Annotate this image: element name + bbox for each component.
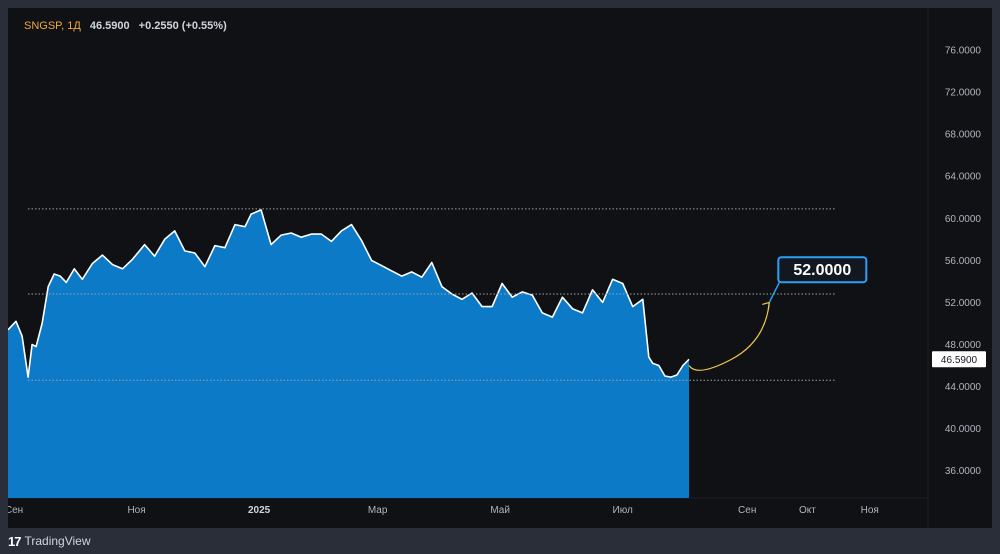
current-price-box: [932, 351, 986, 368]
tradingview-logo-icon: 17: [8, 533, 22, 549]
target-callout-box: [777, 256, 868, 284]
y-tick-label: 36.0000: [945, 466, 982, 477]
symbol-header: SNGSP, 1Д 46.5900 +0.2550 (+0.55%): [24, 20, 227, 32]
y-tick-label: 48.0000: [945, 340, 982, 351]
x-tick-label: 2025: [248, 505, 271, 516]
x-tick-label: Мар: [368, 505, 388, 516]
y-tick-label: 44.0000: [945, 382, 982, 393]
tradingview-brand-name: TradingView: [24, 534, 91, 548]
chart-panel[interactable]: 36.0000 40.0000 44.0000 48.0000 52.0000 56.00…: [8, 8, 992, 528]
symbol-label: SNGSP, 1Д: [24, 20, 81, 32]
x-tick-label: Сен: [738, 505, 756, 516]
last-price: 46.5900: [89, 20, 130, 32]
x-tick-label: Май: [490, 505, 510, 516]
current-price-label: 46.5900: [932, 351, 986, 368]
target-arrow-head: [762, 301, 770, 310]
x-tick-label: Ноя: [127, 505, 145, 516]
x-tick-label: Сен: [8, 505, 23, 516]
price-chart[interactable]: 36.0000 40.0000 44.0000 48.0000 52.0000 56.00…: [8, 8, 992, 528]
current-price-text: 46.5900: [941, 355, 978, 366]
y-tick-label: 72.0000: [945, 88, 982, 99]
x-tick-label: Окт: [799, 505, 816, 516]
target-callout-pointer: [768, 282, 780, 303]
y-tick-label: 64.0000: [945, 172, 982, 183]
y-tick-label: 60.0000: [945, 214, 982, 225]
y-tick-label: 40.0000: [945, 424, 982, 435]
tradingview-logo[interactable]: 17 TradingView: [8, 532, 91, 550]
price-area-fill: [8, 209, 689, 498]
footer: 17 TradingView: [8, 528, 992, 554]
target-callout: 52.0000: [768, 256, 868, 303]
x-tick-label: Июл: [613, 505, 633, 516]
price-change: +0.2550 (+0.55%): [138, 20, 227, 32]
y-tick-label: 68.0000: [945, 130, 982, 141]
y-tick-label: 76.0000: [945, 46, 982, 57]
y-tick-label: 56.0000: [945, 256, 982, 267]
y-tick-label: 52.0000: [945, 298, 982, 309]
x-tick-label: Ноя: [861, 505, 879, 516]
target-projection-curve: [688, 302, 770, 371]
target-value-label: 52.0000: [793, 262, 851, 279]
